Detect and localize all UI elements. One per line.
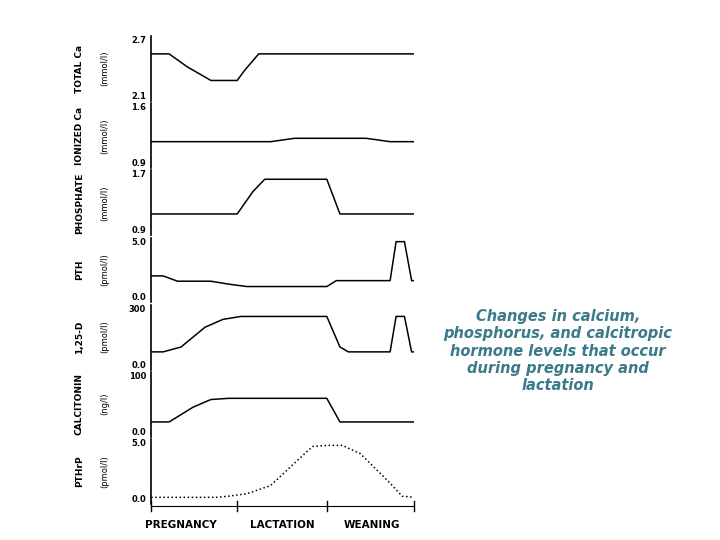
Text: 0.9: 0.9 (131, 226, 146, 235)
Text: PTH: PTH (75, 260, 84, 280)
Text: 2.7: 2.7 (131, 36, 146, 45)
Text: (pmol/l): (pmol/l) (100, 455, 109, 488)
Text: 5.0: 5.0 (131, 439, 146, 448)
Text: (mmol/l): (mmol/l) (100, 118, 109, 153)
Text: 5.0: 5.0 (131, 238, 146, 247)
Text: CALCITONIN: CALCITONIN (75, 373, 84, 435)
Text: PREGNANCY: PREGNANCY (145, 520, 217, 530)
Text: 1,25-D: 1,25-D (75, 320, 84, 354)
Text: TOTAL Ca: TOTAL Ca (75, 45, 84, 93)
Text: (pmol/l): (pmol/l) (100, 254, 109, 286)
Text: 300: 300 (129, 305, 146, 314)
Text: 2.1: 2.1 (131, 92, 146, 101)
Text: (ng/l): (ng/l) (100, 393, 109, 415)
Text: 0.0: 0.0 (131, 293, 146, 302)
Text: 0.0: 0.0 (131, 495, 146, 504)
Text: 100: 100 (129, 372, 146, 381)
Text: LACTATION: LACTATION (251, 520, 315, 530)
Text: 0.0: 0.0 (131, 361, 146, 369)
Text: IONIZED Ca: IONIZED Ca (75, 107, 84, 165)
Text: PHOSPHATE: PHOSPHATE (75, 172, 84, 234)
Text: (mmol/l): (mmol/l) (100, 185, 109, 221)
Text: 1.6: 1.6 (131, 103, 146, 112)
Text: (mmol/l): (mmol/l) (100, 51, 109, 86)
Text: Changes in calcium,
phosphorus, and calcitropic
hormone levels that occur
during: Changes in calcium, phosphorus, and calc… (444, 309, 672, 393)
Text: 0.9: 0.9 (131, 159, 146, 168)
Text: WEANING: WEANING (344, 520, 400, 530)
Text: 1.7: 1.7 (131, 171, 146, 179)
Text: (pmol/l): (pmol/l) (100, 321, 109, 354)
Text: PTHrP: PTHrP (75, 456, 84, 487)
Text: 0.0: 0.0 (131, 428, 146, 437)
